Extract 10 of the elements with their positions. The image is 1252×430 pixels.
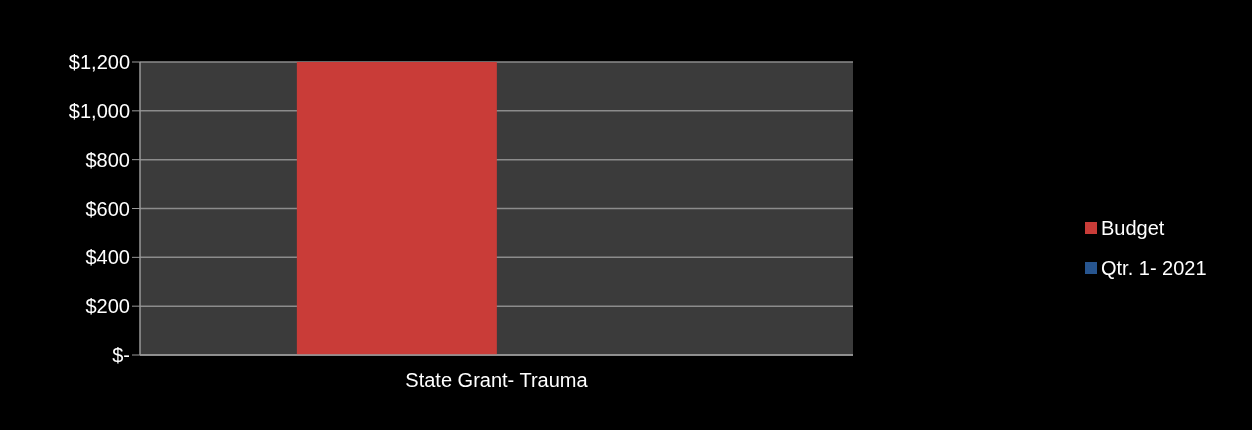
legend-label: Budget [1101,216,1165,240]
y-tick-label: $- [112,344,130,367]
legend-label: Qtr. 1- 2021 [1101,256,1207,280]
y-tick-label: $800 [85,148,130,171]
y-tick-label: $400 [85,246,130,269]
y-tick-label: $1,200 [68,51,130,74]
y-tick-label: $600 [85,197,130,220]
y-tick-label: $1,000 [68,99,130,122]
x-tick-label: State Grant- Trauma [405,369,589,392]
y-tick-label: $200 [85,295,130,318]
